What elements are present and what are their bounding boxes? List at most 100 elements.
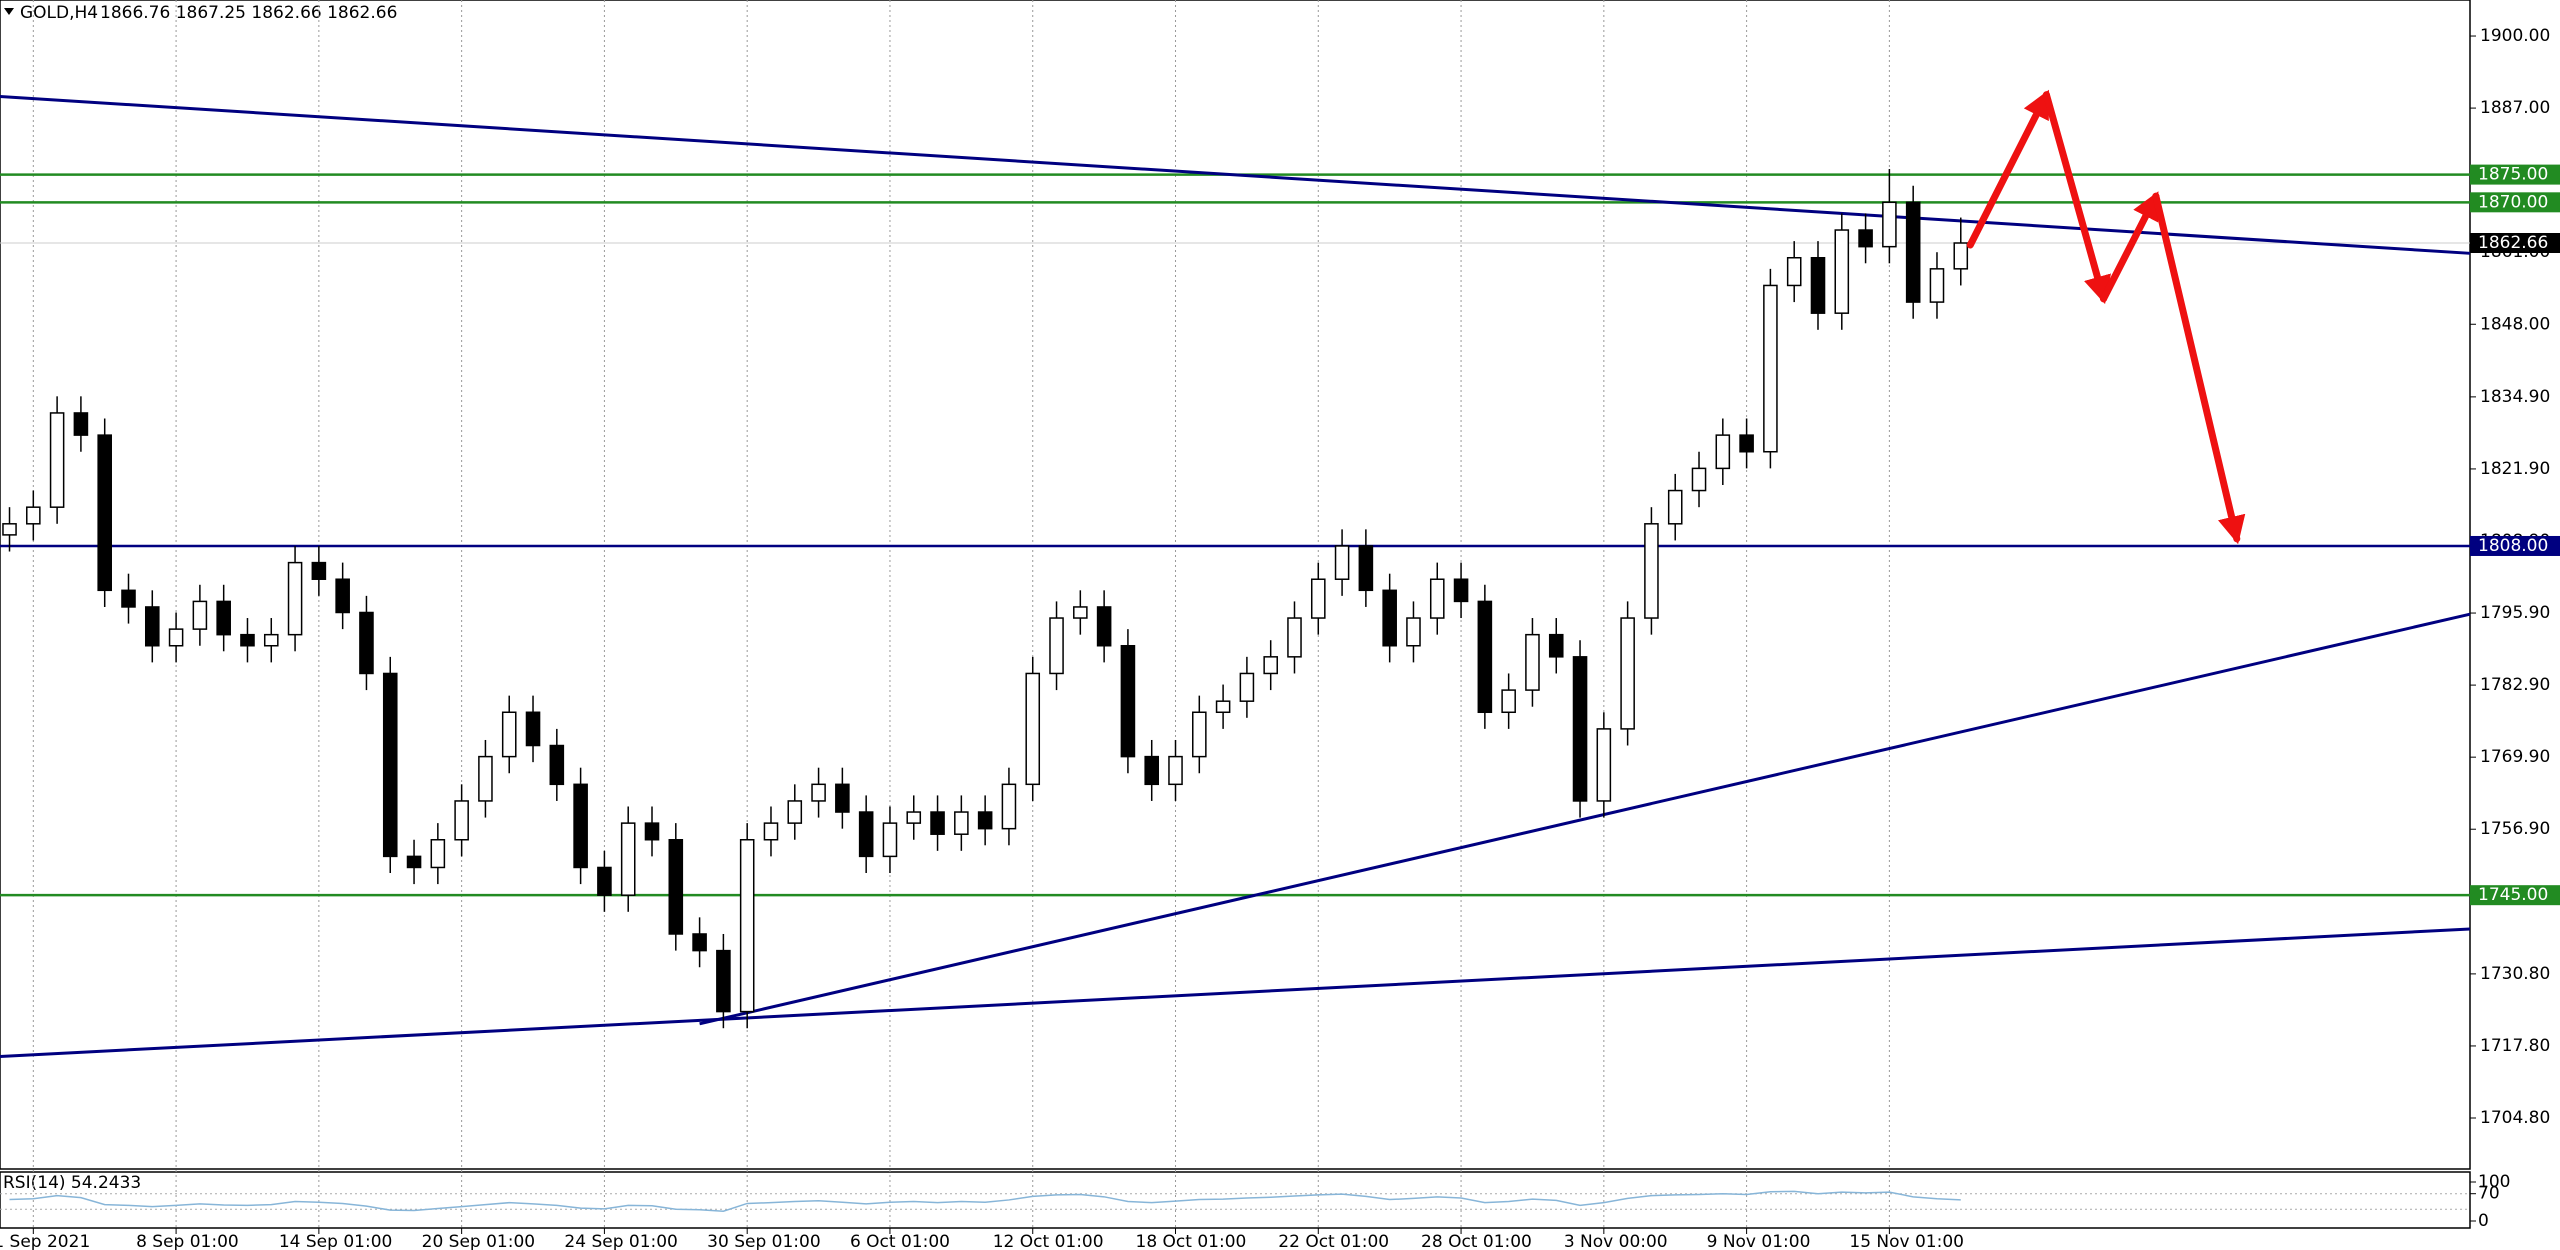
candle-body xyxy=(1382,589,1397,647)
candle-body xyxy=(1596,728,1612,802)
menu-triangle[interactable] xyxy=(4,8,14,15)
candle-body xyxy=(144,606,160,647)
candle-body xyxy=(668,839,684,935)
candle-body xyxy=(73,412,89,436)
x-tick-label: 6 Oct 01:00 xyxy=(850,1232,950,1250)
candle-body xyxy=(168,628,184,647)
y-tick-label: 1756.90 xyxy=(2480,819,2550,839)
candle-body xyxy=(1834,229,1850,314)
price-label: 1862.66 xyxy=(2478,233,2548,253)
candle-body xyxy=(1644,523,1659,619)
rsi-tick-label: 70 xyxy=(2478,1184,2500,1204)
x-tick-label: 20 Sep 01:00 xyxy=(422,1232,535,1250)
candle-body xyxy=(454,800,469,841)
x-tick-label: 18 Oct 01:00 xyxy=(1136,1232,1247,1250)
candle-body xyxy=(977,811,993,830)
candle-body xyxy=(1168,755,1183,786)
candle-body xyxy=(1263,656,1278,675)
rsi-frame xyxy=(0,1171,2471,1229)
candle-body xyxy=(478,755,493,802)
level-tag xyxy=(2470,192,2560,213)
y-tick-label: 1704.80 xyxy=(2480,1108,2550,1128)
candle-body xyxy=(1953,242,1969,270)
candle-body xyxy=(1287,617,1302,658)
candle-body xyxy=(954,811,969,835)
candle-body xyxy=(430,839,446,869)
candle-body xyxy=(906,811,922,824)
y-tick-label: 1848.00 xyxy=(2480,314,2550,334)
rsi-tick-label: 0 xyxy=(2478,1211,2489,1231)
rsi-line xyxy=(9,1190,1961,1213)
candle-body xyxy=(216,600,231,636)
candle-body xyxy=(716,949,731,1013)
x-tick-label: 3 Nov 00:00 xyxy=(1564,1232,1668,1250)
level-tag xyxy=(2470,535,2560,556)
candle-body xyxy=(1501,689,1516,714)
candle-body xyxy=(620,822,636,896)
forecast-arrow xyxy=(1966,89,2050,249)
candle-body xyxy=(1144,755,1160,786)
quote: 1866.76 1867.25 1862.66 1862.66 xyxy=(100,3,397,23)
candle-body xyxy=(835,783,850,813)
level-tag xyxy=(2470,164,2560,185)
y-tick-label: 1782.90 xyxy=(2480,675,2550,695)
level-label: 1808.00 xyxy=(2478,536,2548,556)
y-tick-label: 1769.90 xyxy=(2480,747,2550,767)
candle-body xyxy=(1763,284,1778,453)
candle-body xyxy=(1715,434,1731,470)
candle-body xyxy=(1453,578,1469,603)
x-tick-label: 8 Sep 01:00 xyxy=(136,1232,239,1250)
y-tick-label: 1821.90 xyxy=(2480,459,2550,479)
candle-body xyxy=(501,711,517,758)
candle-body xyxy=(1858,229,1873,248)
forecast-arrow xyxy=(2042,91,2111,305)
candle-body xyxy=(240,633,255,647)
candle-body xyxy=(1120,644,1136,758)
candle-body xyxy=(263,633,279,647)
candle-body xyxy=(1905,201,1921,303)
candle-body xyxy=(573,783,588,869)
candle-body xyxy=(858,811,874,858)
candle-body xyxy=(1548,633,1564,658)
y-tick-label: 1887.00 xyxy=(2480,98,2550,118)
candle-body xyxy=(1667,489,1683,525)
candle-body xyxy=(1215,700,1231,714)
y-tick-label: 1730.80 xyxy=(2480,964,2550,984)
trendline xyxy=(699,612,2471,1026)
plot-frame xyxy=(0,0,2471,1170)
candle-body xyxy=(525,711,541,747)
candle-body xyxy=(882,822,898,858)
price-tag xyxy=(2470,233,2560,254)
candle-body xyxy=(121,589,136,608)
candle-body xyxy=(1073,606,1088,619)
y-tick-label: 1900.00 xyxy=(2480,26,2550,46)
candle-body xyxy=(1310,578,1326,619)
candle-body xyxy=(1691,467,1707,492)
candle-body xyxy=(359,611,374,675)
candle-body xyxy=(644,822,660,841)
candle-body xyxy=(930,811,945,835)
forecast-arrow xyxy=(2100,191,2160,303)
candle-body xyxy=(192,600,208,630)
candle-body xyxy=(597,866,612,896)
x-tick-label: 30 Sep 01:00 xyxy=(707,1232,820,1250)
candle-body xyxy=(1239,672,1255,702)
y-tick-label: 1834.90 xyxy=(2480,387,2550,407)
x-tick-label: 28 Oct 01:00 xyxy=(1421,1232,1532,1250)
symbol: GOLD,H4 xyxy=(20,3,98,23)
candle-body xyxy=(549,744,565,786)
trendline xyxy=(0,927,2471,1058)
forecast-arrow xyxy=(2152,192,2246,545)
candle-body xyxy=(97,434,112,592)
level-label: 1870.00 xyxy=(2478,192,2548,212)
candle-body xyxy=(335,578,350,614)
candle-body xyxy=(787,800,803,824)
candle-body xyxy=(1096,606,1112,647)
candle-body xyxy=(1406,617,1421,647)
candle-body xyxy=(811,783,826,802)
candle-body xyxy=(382,672,398,858)
x-tick-label: 9 Nov 01:00 xyxy=(1707,1232,1811,1250)
x-tick-label: 14 Sep 01:00 xyxy=(279,1232,392,1250)
